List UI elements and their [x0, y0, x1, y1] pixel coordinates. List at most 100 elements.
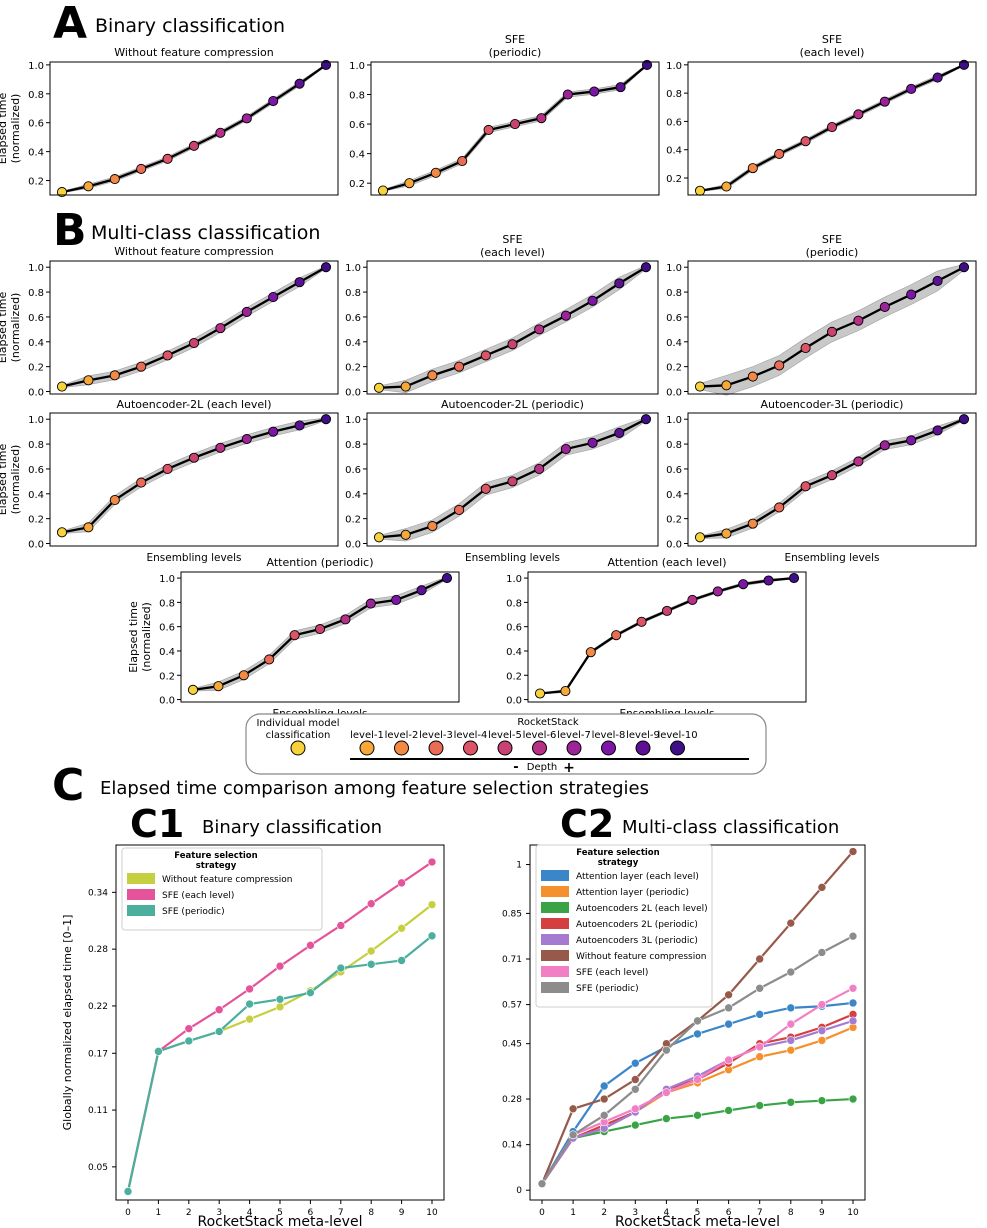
legend-marker — [601, 740, 616, 756]
data-point — [848, 1016, 858, 1026]
y-tick-label: 0.6 — [506, 623, 522, 634]
chart-b3: SFE(periodic) 0.0 0.2 0.4 0.6 0.8 1.0 — [666, 233, 977, 399]
legend-level-label: level-2 — [385, 730, 419, 741]
data-point — [724, 1003, 733, 1013]
chart-b8: Attention (each level) 0.0 0.2 0.4 0.6 0.8 1.0… — [506, 556, 807, 720]
x-tick-label: 1 — [570, 1208, 576, 1218]
data-point — [747, 371, 758, 382]
legend-marker — [635, 740, 651, 756]
legend-title: Feature selection — [174, 851, 257, 861]
data-point — [712, 586, 723, 597]
section-b-title: Multi-class classification — [91, 222, 320, 244]
chart-title: (each level) — [800, 46, 865, 59]
legend-marker — [428, 740, 444, 756]
data-point — [397, 924, 406, 933]
data-point — [587, 295, 598, 306]
depth-plus: + — [563, 760, 575, 776]
data-point — [373, 532, 385, 543]
data-point — [755, 1052, 765, 1061]
y-tick-label: 0.6 — [349, 120, 365, 131]
plot-frame — [49, 412, 339, 547]
data-point — [391, 594, 402, 605]
y-tick-label: 0.45 — [502, 1040, 522, 1050]
chart-title: SFE — [502, 233, 522, 246]
y-tick-label: 0.8 — [666, 89, 682, 100]
data-point — [83, 375, 94, 386]
data-point — [568, 1104, 578, 1114]
chart-title: Attention (periodic) — [267, 556, 374, 569]
data-point — [817, 1096, 827, 1105]
y-tick-label: 1.0 — [506, 574, 522, 585]
section-a-title: Binary classification — [95, 15, 285, 37]
data-point — [786, 918, 796, 928]
y-axis-label: Elapsed time — [0, 92, 9, 164]
data-point — [162, 350, 173, 361]
legend-marker — [394, 740, 409, 756]
series-line — [541, 1026, 854, 1185]
x-tick-label: 8 — [788, 1208, 794, 1218]
data-point — [154, 1047, 163, 1056]
confidence-band — [539, 577, 795, 695]
y-tick-label: 0.2 — [666, 515, 682, 526]
legend-entry: Attention layer (each level) — [576, 872, 699, 882]
x-axis-label: Ensembling levels — [465, 552, 560, 564]
data-point — [817, 1026, 827, 1035]
legend-level-label: level-9 — [626, 730, 660, 741]
data-point — [958, 262, 970, 273]
legend-title: strategy — [196, 861, 237, 871]
data-point — [373, 382, 385, 393]
data-point — [427, 931, 437, 941]
data-point — [454, 361, 465, 372]
data-point — [109, 174, 120, 185]
data-point — [630, 1075, 640, 1084]
data-point — [366, 899, 376, 908]
legend-swatch — [541, 886, 569, 897]
data-point — [215, 442, 226, 453]
x-tick-label: 9 — [399, 1208, 405, 1218]
data-point — [786, 1019, 796, 1029]
y-tick-label: 0.05 — [88, 1163, 108, 1173]
y-tick-label: 0.2 — [28, 363, 44, 374]
data-point — [879, 96, 890, 107]
legend-swatch — [541, 982, 569, 993]
legend-entry: SFE (periodic) — [576, 984, 639, 994]
y-tick-label: 0.8 — [28, 288, 44, 299]
data-point — [427, 370, 438, 381]
data-point — [534, 324, 545, 335]
data-point — [747, 163, 758, 174]
depth-label: Depth — [527, 762, 557, 773]
y-tick-label: 0.8 — [666, 440, 682, 451]
data-point — [614, 278, 625, 289]
plot-frame — [366, 412, 659, 547]
data-point — [817, 883, 827, 892]
legend-marker — [670, 740, 685, 756]
chart-b4: Autoencoder-2L (each level) 0.0 0.2 0.4 0.6 0… — [0, 398, 339, 564]
chart-title: SFE — [505, 33, 525, 46]
series-line — [539, 576, 795, 695]
data-point — [377, 185, 389, 196]
data-point — [800, 481, 811, 492]
data-point — [694, 381, 706, 392]
plot-frame — [527, 571, 807, 703]
data-point — [721, 380, 732, 391]
data-point — [724, 1106, 733, 1115]
x-tick-label: 9 — [819, 1208, 825, 1218]
data-point — [786, 1036, 796, 1045]
y-tick-label: 0.8 — [345, 440, 361, 451]
section-c-letter: C — [52, 760, 84, 811]
legend-level-label: level-5 — [488, 730, 522, 741]
legend-marker — [566, 740, 582, 756]
data-point — [560, 310, 571, 321]
data-point — [184, 1036, 194, 1046]
y-tick-label: 0.8 — [345, 288, 361, 299]
y-tick-label: 0.85 — [502, 909, 522, 919]
data-point — [454, 504, 465, 516]
data-point — [507, 339, 518, 350]
legend-entry: SFE (each level) — [576, 968, 648, 978]
chart-c2: 0 1 2 3 4 5 6 7 8 9 10 0 0.14 0.28 0.45 0.57 0.71 0.85 1 Ro… — [502, 844, 866, 1228]
data-point — [724, 1055, 733, 1065]
data-point — [214, 1027, 224, 1036]
data-point — [755, 1101, 765, 1110]
